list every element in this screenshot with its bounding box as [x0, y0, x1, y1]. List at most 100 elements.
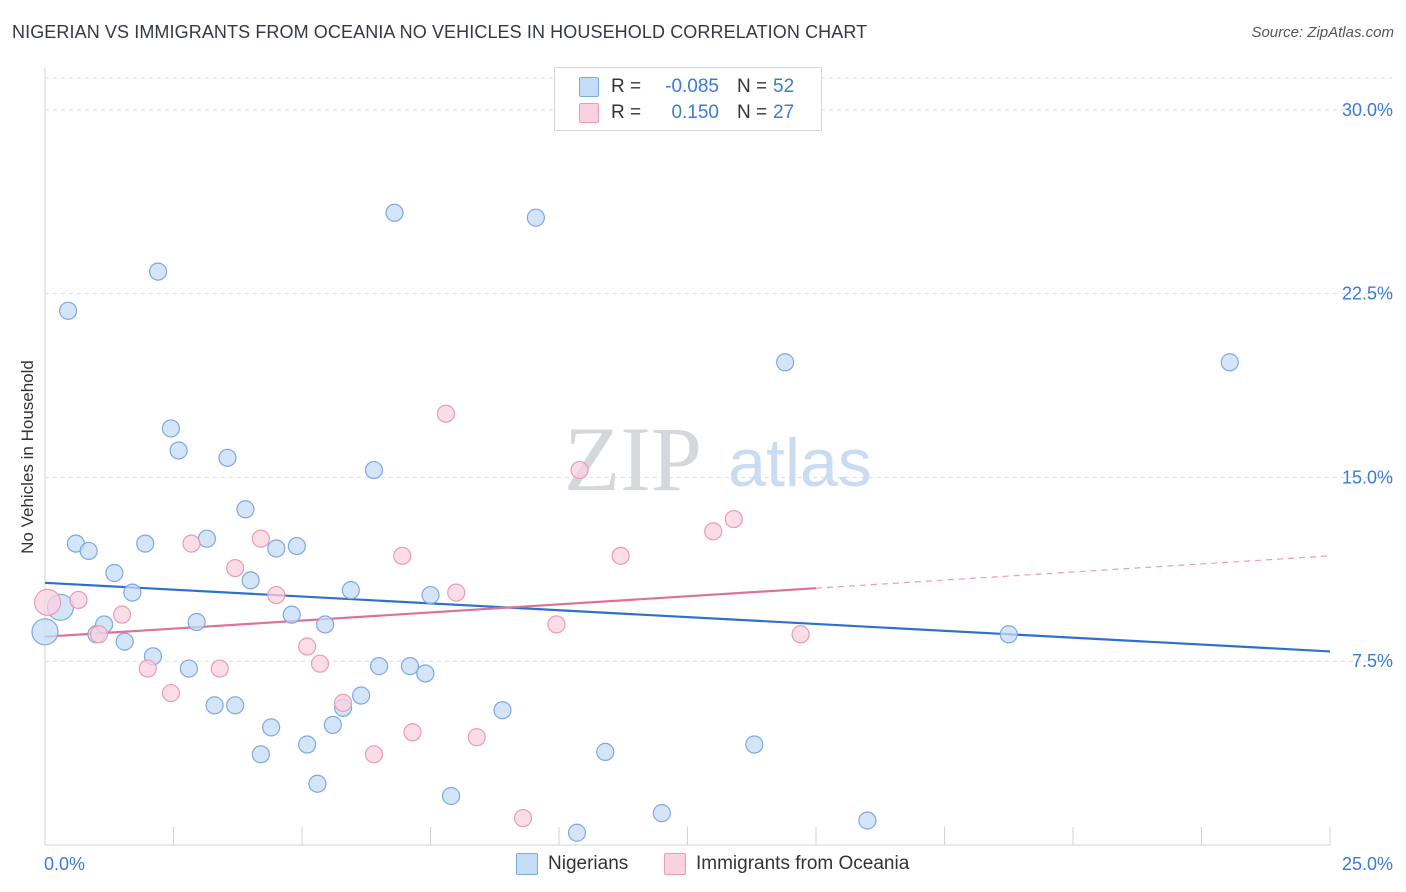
- oceania-point: [161, 683, 181, 703]
- watermark-zip: ZIP: [564, 408, 702, 510]
- y-tick-label: 7.5%: [1352, 651, 1393, 671]
- nigerian-point: [169, 441, 188, 460]
- nigerian-point: [385, 203, 404, 222]
- legend-swatch-pink: [664, 853, 686, 875]
- nigerian-point: [858, 811, 877, 830]
- nigerian-point: [298, 735, 317, 754]
- nigerian-point: [148, 262, 168, 281]
- nigerian-point: [364, 460, 384, 480]
- nigerian-point: [251, 745, 270, 764]
- legend-swatch-blue: [516, 853, 538, 875]
- nigerian-point: [652, 804, 671, 823]
- oceania-point: [298, 637, 317, 656]
- nigerian-point: [187, 612, 206, 632]
- x-tick-label: 25.0%: [1342, 854, 1393, 874]
- oceania-point: [267, 585, 286, 605]
- nigerian-point: [567, 823, 587, 842]
- nigerian-point: [262, 718, 281, 737]
- oceania-point: [334, 693, 353, 712]
- data-points: [31, 203, 1239, 842]
- y-tick-label: 15.0%: [1342, 467, 1393, 487]
- oceania-trend-projection: [815, 555, 1331, 589]
- legend-row-nigerians: R = -0.085 N = 52: [579, 75, 794, 99]
- nigerian-point: [31, 618, 59, 646]
- nigerian-point: [745, 735, 764, 754]
- oceania-point: [403, 723, 422, 742]
- tick-labels: 7.5% 15.0% 22.5% 30.0% 0.0% 25.0%: [44, 100, 1393, 874]
- x-tick-label: 0.0%: [44, 854, 85, 874]
- oceania-point: [447, 583, 466, 602]
- nigerian-point: [526, 208, 545, 227]
- oceania-point: [138, 659, 157, 678]
- legend-label-nigerians: Nigerians: [548, 853, 629, 874]
- y-tick-label: 22.5%: [1342, 284, 1393, 304]
- trend-lines: [44, 555, 1331, 653]
- correlation-legend: R = -0.085 N = 52 R = 0.150 N = 27: [554, 67, 822, 131]
- nigerian-point: [370, 657, 389, 676]
- oceania-trend-line: [44, 587, 817, 638]
- oceania-point: [310, 654, 330, 673]
- legend-r-label: R =: [611, 76, 642, 97]
- nigerian-point: [776, 353, 795, 372]
- nigerian-point: [341, 581, 360, 600]
- nigerian-point: [115, 632, 134, 651]
- nigerian-point: [441, 786, 461, 806]
- oceania-point: [791, 625, 810, 644]
- bottom-legend-oceania[interactable]: Immigrants from Oceania: [664, 852, 909, 876]
- nigerian-point: [400, 657, 420, 676]
- oceania-point: [570, 460, 589, 480]
- axes: [44, 68, 1331, 846]
- oceania-point: [611, 546, 630, 565]
- nigerian-point: [316, 615, 335, 634]
- oceania-point: [513, 808, 533, 828]
- legend-n-value: 27: [773, 102, 795, 123]
- legend-swatch-blue: [579, 77, 599, 97]
- oceania-point: [547, 615, 566, 634]
- legend-r-value: 0.150: [671, 102, 719, 123]
- oceania-point: [436, 404, 456, 423]
- oceania-point: [251, 529, 270, 548]
- nigerian-point: [241, 571, 260, 590]
- oceania-point: [226, 558, 245, 578]
- oceania-point: [467, 728, 486, 747]
- oceania-point: [210, 659, 229, 678]
- nigerian-point: [999, 625, 1018, 644]
- nigerian-point: [1220, 353, 1239, 372]
- nigerian-point: [267, 539, 286, 558]
- watermark: ZIP atlas: [564, 408, 872, 510]
- nigerian-point: [596, 742, 615, 761]
- nigerian-point: [197, 529, 217, 548]
- nigerian-point: [161, 419, 181, 438]
- chart-title: NIGERIAN VS IMMIGRANTS FROM OCEANIA NO V…: [12, 22, 868, 42]
- legend-label-oceania: Immigrants from Oceania: [696, 853, 910, 874]
- nigerian-trend-line: [44, 581, 1331, 653]
- legend-swatch-pink: [579, 103, 599, 123]
- nigerian-point: [416, 664, 435, 683]
- nigerian-point: [218, 448, 237, 467]
- oceania-point: [182, 534, 201, 553]
- nigerian-point: [59, 301, 78, 320]
- y-tick-label: 30.0%: [1342, 100, 1393, 120]
- oceania-point: [724, 509, 743, 529]
- source-label: Source: ZipAtlas.com: [1251, 24, 1394, 41]
- nigerian-point: [79, 541, 98, 561]
- legend-n-label: N =: [737, 102, 768, 123]
- legend-n-value: 52: [773, 76, 795, 97]
- nigerian-point: [205, 696, 224, 715]
- nigerian-point: [236, 500, 255, 519]
- legend-r-value: -0.085: [665, 76, 719, 97]
- nigerian-point: [323, 715, 342, 735]
- bottom-legend-nigerians[interactable]: Nigerians: [516, 852, 628, 876]
- oceania-point: [393, 546, 412, 565]
- oceania-point: [112, 605, 132, 624]
- watermark-atlas: atlas: [728, 425, 872, 501]
- nigerian-point: [352, 686, 371, 705]
- nigerian-point: [308, 774, 327, 793]
- nigerian-point: [421, 585, 440, 605]
- nigerian-point: [179, 659, 199, 678]
- legend-r-label: R =: [611, 102, 642, 123]
- nigerian-point: [105, 563, 124, 583]
- oceania-point: [704, 522, 723, 541]
- y-axis-label: No Vehicles in Household: [18, 360, 37, 554]
